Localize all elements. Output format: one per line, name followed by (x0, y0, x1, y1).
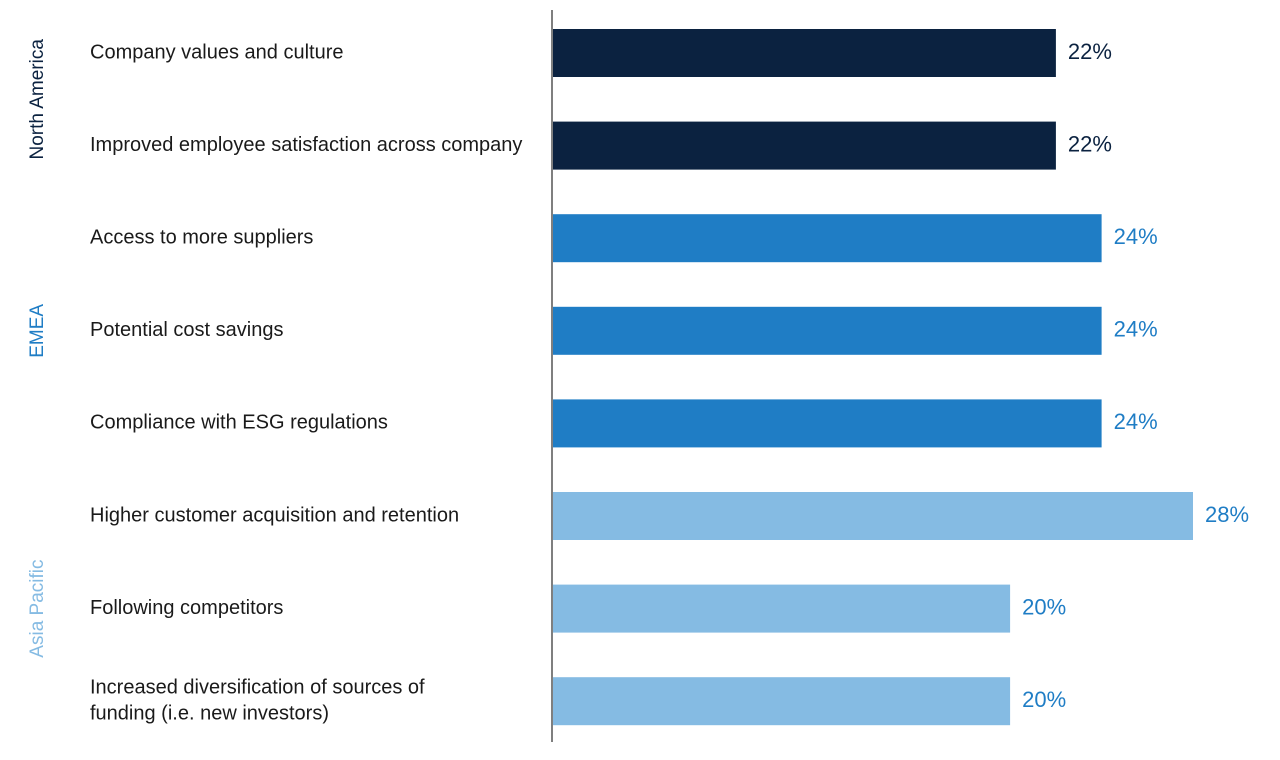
value-label: 28% (1205, 502, 1249, 527)
bar (553, 677, 1011, 726)
category-label: Higher customer acquisition and retentio… (90, 504, 459, 526)
bar (553, 214, 1102, 263)
bar (553, 492, 1193, 540)
category-label: funding (i.e. new investors) (90, 702, 329, 724)
value-label: 20% (1022, 594, 1066, 619)
value-label: 20% (1022, 687, 1066, 712)
group-label: Asia Pacific (27, 559, 48, 657)
value-label: 24% (1114, 224, 1158, 249)
bar (553, 399, 1102, 448)
bar (553, 584, 1011, 633)
bar (553, 306, 1102, 355)
bar (553, 29, 1056, 77)
category-label: Access to more suppliers (90, 226, 313, 248)
category-label: Company values and culture (90, 41, 343, 63)
category-label: Compliance with ESG regulations (90, 412, 388, 434)
group-label: North America (27, 39, 48, 160)
category-label: Increased diversification of sources of (90, 676, 425, 698)
category-label: Improved employee satisfaction across co… (90, 134, 522, 156)
value-label: 24% (1114, 317, 1158, 342)
category-label: Potential cost savings (90, 319, 283, 341)
value-label: 22% (1068, 131, 1112, 156)
category-label: Following competitors (90, 597, 283, 619)
value-label: 24% (1114, 409, 1158, 434)
bar (553, 121, 1056, 170)
group-label: EMEA (27, 304, 48, 358)
value-label: 22% (1068, 39, 1112, 64)
